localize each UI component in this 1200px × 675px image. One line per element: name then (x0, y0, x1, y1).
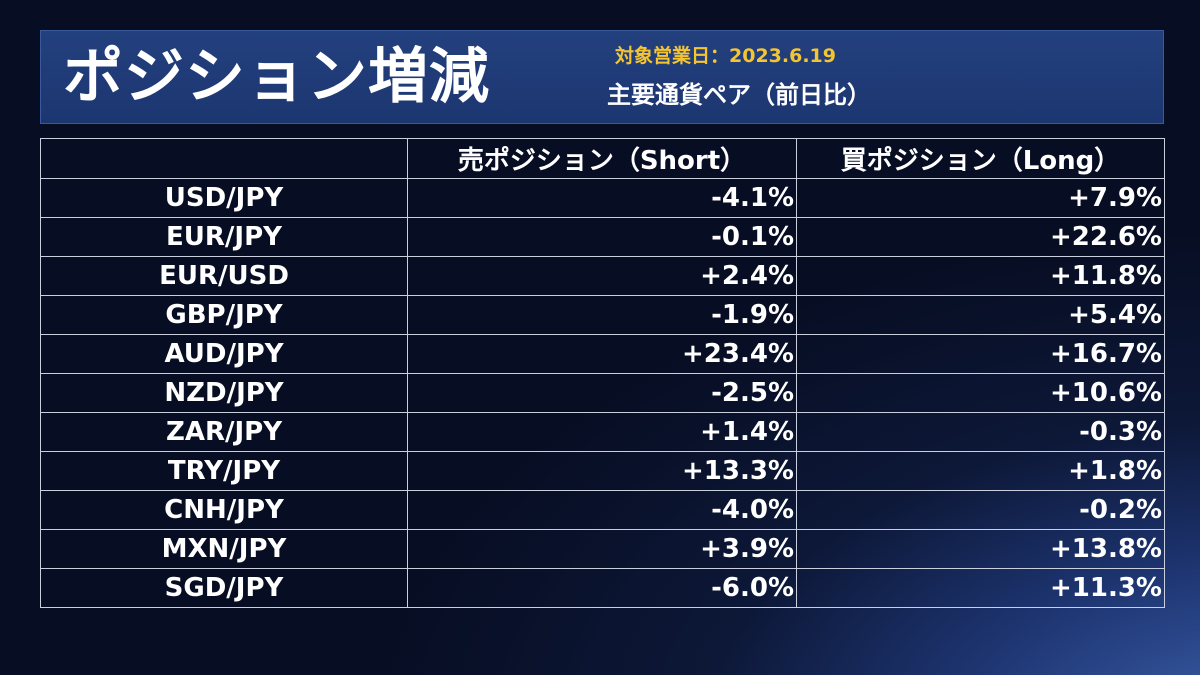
long-change-cell: +22.6% (796, 217, 1165, 257)
page-title: ポジション増減 (63, 42, 490, 112)
column-header-pair (40, 138, 408, 179)
currency-pair-cell: NZD/JPY (40, 373, 408, 413)
header-panel: ポジション増減 対象営業日：2023.6.19 主要通貨ペア（前日比） (40, 30, 1164, 124)
short-change-cell: -4.1% (407, 178, 797, 218)
table-row: TRY/JPY +13.3% +1.8% (40, 451, 1165, 491)
table-row: GBP/JPY -1.9% +5.4% (40, 295, 1165, 335)
table-header-row: 売ポジション（Short） 買ポジション（Long） (40, 138, 1165, 179)
long-change-cell: +7.9% (796, 178, 1165, 218)
table-row: NZD/JPY -2.5% +10.6% (40, 373, 1165, 413)
short-change-cell: +1.4% (407, 412, 797, 452)
long-change-cell: +10.6% (796, 373, 1165, 413)
long-change-cell: -0.3% (796, 412, 1165, 452)
table-row: EUR/JPY -0.1% +22.6% (40, 217, 1165, 257)
currency-pair-cell: USD/JPY (40, 178, 408, 218)
long-change-cell: +11.8% (796, 256, 1165, 296)
short-change-cell: -4.0% (407, 490, 797, 530)
currency-pair-cell: EUR/JPY (40, 217, 408, 257)
currency-pair-cell: AUD/JPY (40, 334, 408, 374)
short-change-cell: +23.4% (407, 334, 797, 374)
short-change-cell: -1.9% (407, 295, 797, 335)
table-row: SGD/JPY -6.0% +11.3% (40, 568, 1165, 608)
short-change-cell: +13.3% (407, 451, 797, 491)
short-change-cell: -6.0% (407, 568, 797, 608)
long-change-cell: +13.8% (796, 529, 1165, 569)
currency-pair-cell: ZAR/JPY (40, 412, 408, 452)
table-row: EUR/USD +2.4% +11.8% (40, 256, 1165, 296)
currency-pair-cell: MXN/JPY (40, 529, 408, 569)
short-change-cell: +3.9% (407, 529, 797, 569)
short-change-cell: +2.4% (407, 256, 797, 296)
table-row: MXN/JPY +3.9% +13.8% (40, 529, 1165, 569)
currency-pair-cell: CNH/JPY (40, 490, 408, 530)
long-change-cell: +11.3% (796, 568, 1165, 608)
target-date: 対象営業日：2023.6.19 (615, 45, 836, 67)
long-change-cell: +16.7% (796, 334, 1165, 374)
position-change-table: 売ポジション（Short） 買ポジション（Long） USD/JPY -4.1%… (40, 138, 1165, 608)
currency-pair-cell: GBP/JPY (40, 295, 408, 335)
table-row: CNH/JPY -4.0% -0.2% (40, 490, 1165, 530)
short-change-cell: -0.1% (407, 217, 797, 257)
page-subtitle: 主要通貨ペア（前日比） (607, 81, 871, 109)
long-change-cell: +1.8% (796, 451, 1165, 491)
currency-pair-cell: EUR/USD (40, 256, 408, 296)
column-header-short: 売ポジション（Short） (407, 138, 797, 179)
long-change-cell: +5.4% (796, 295, 1165, 335)
currency-pair-cell: TRY/JPY (40, 451, 408, 491)
table-row: USD/JPY -4.1% +7.9% (40, 178, 1165, 218)
short-change-cell: -2.5% (407, 373, 797, 413)
long-change-cell: -0.2% (796, 490, 1165, 530)
column-header-long: 買ポジション（Long） (796, 138, 1165, 179)
table-row: AUD/JPY +23.4% +16.7% (40, 334, 1165, 374)
currency-pair-cell: SGD/JPY (40, 568, 408, 608)
table-row: ZAR/JPY +1.4% -0.3% (40, 412, 1165, 452)
